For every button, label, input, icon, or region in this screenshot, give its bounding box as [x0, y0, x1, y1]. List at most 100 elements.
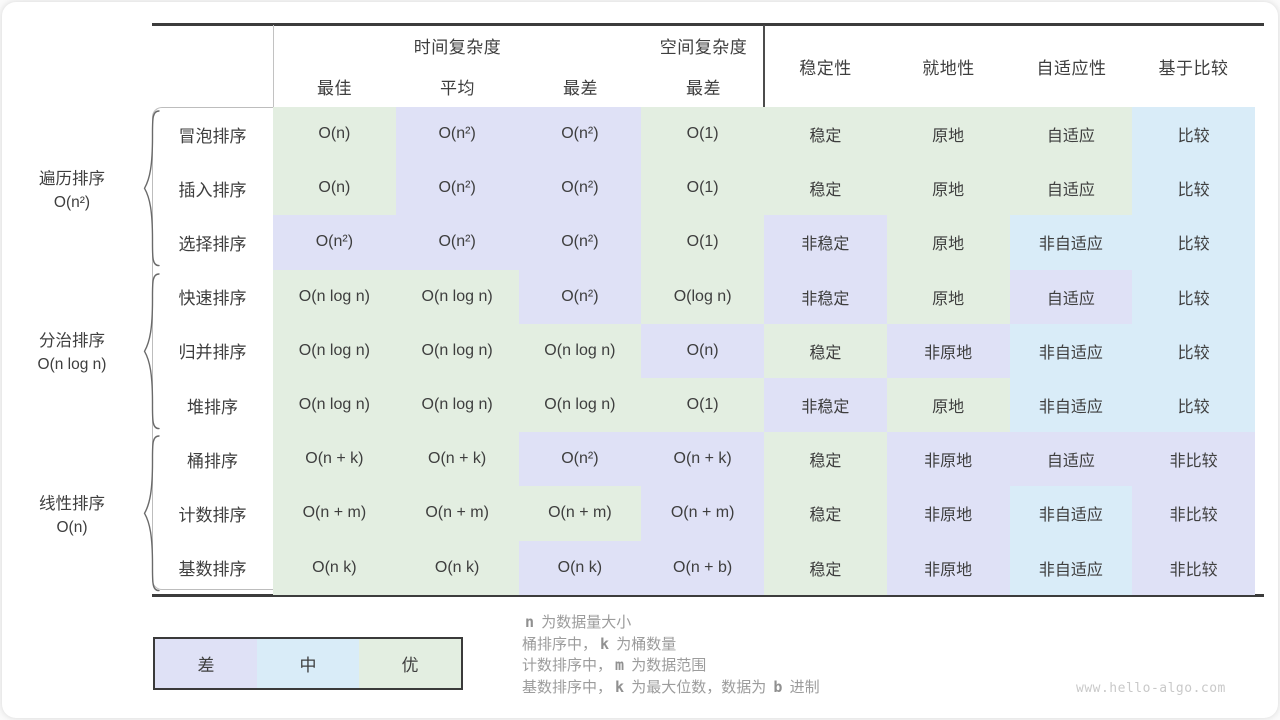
note-variable: k — [600, 634, 610, 653]
legend-item: 中 — [257, 639, 359, 688]
table-cell: O(n) — [273, 107, 396, 162]
table-cell: O(1) — [641, 378, 764, 433]
note-text: 为数据量大小 — [537, 614, 632, 631]
table-cell: 非原地 — [886, 486, 1010, 541]
note-text: 基数排序中， — [522, 678, 613, 696]
table-cell: O(n log n) — [273, 323, 396, 378]
table-cell: 自适应 — [1009, 269, 1133, 324]
header-stability: 稳定性 — [799, 58, 852, 78]
group-label-complexity: O(n²) — [53, 193, 91, 211]
group-label-title: 遍历排序 — [39, 169, 105, 188]
watermark: www.hello-algo.com — [1076, 681, 1226, 696]
table-cell: 非原地 — [886, 323, 1010, 378]
table-cell: O(n²) — [395, 215, 519, 270]
table-cell: O(n log n) — [273, 378, 396, 433]
row-label: 计数排序 — [178, 505, 247, 525]
table-row: 插入排序 O(n) O(n²) O(n²) O(1) 稳定 原地 自适应 比较 — [152, 161, 1255, 216]
note-line: 计数排序中， m 为数据范围 — [522, 655, 820, 677]
table-cell: 比较 — [1132, 378, 1255, 433]
table-cell: 自适应 — [1009, 107, 1133, 162]
row-label: 基数排序 — [178, 560, 247, 580]
table-cell: 比较 — [1132, 215, 1255, 270]
table-cell: O(1) — [641, 107, 764, 162]
table-cell: O(n + m) — [395, 486, 519, 541]
table-cell: O(n log n) — [518, 323, 642, 378]
legend-item: 差 — [155, 639, 257, 688]
table-cell: 原地 — [886, 161, 1010, 216]
note-text: 桶排序中， — [522, 635, 598, 653]
table-cell: 原地 — [886, 215, 1010, 270]
row-label: 桶排序 — [187, 451, 238, 471]
table-cell: O(n²) — [395, 161, 519, 216]
note-text: 为数据范围 — [627, 657, 707, 674]
table-cell: O(n²) — [518, 269, 642, 324]
table-cell: O(n log n) — [395, 269, 519, 324]
note-text: 为最大位数，数据为 — [627, 678, 771, 696]
table-top-rule — [152, 23, 1264, 26]
note-text: 为桶数量 — [612, 635, 677, 653]
group-divide-conquer-sort: 分治排序 O(n log n) — [2, 270, 142, 433]
table-cell: O(n²) — [518, 107, 642, 162]
table-cell: O(1) — [641, 215, 764, 270]
table-row: 选择排序 O(n²) O(n²) O(n²) O(1) 非稳定 原地 非自适应 比较 — [152, 215, 1255, 270]
table-cell: 稳定 — [764, 323, 887, 378]
table-cell: 稳定 — [764, 540, 887, 595]
table-cell: 非自适应 — [1009, 486, 1133, 541]
header-best: 最佳 — [317, 78, 352, 98]
table-cell: 非比较 — [1132, 432, 1255, 487]
table-cell: 稳定 — [764, 486, 887, 541]
table-cell: 原地 — [886, 107, 1010, 162]
note-text: 进制 — [785, 678, 820, 696]
note-variable: k — [615, 677, 625, 696]
table-cell: O(n k) — [395, 540, 519, 595]
group-linear-sort: 线性排序 O(n) — [2, 432, 142, 595]
table-cell: O(n + k) — [641, 432, 764, 487]
group-brace-icon — [143, 110, 160, 267]
row-label: 归并排序 — [178, 343, 247, 363]
table-cell: O(n) — [273, 161, 396, 216]
group-label-title: 线性排序 — [39, 494, 105, 513]
note-variable: b — [773, 677, 783, 696]
header-space-complexity: 空间复杂度 — [659, 37, 748, 57]
row-label: 快速排序 — [178, 289, 247, 309]
row-label: 插入排序 — [178, 180, 247, 200]
table-cell: 比较 — [1132, 269, 1255, 324]
table-cell: O(n²) — [518, 215, 642, 270]
row-label-column-outline — [152, 107, 274, 590]
group-label-complexity: O(n log n) — [37, 356, 107, 374]
table-cell: O(n + m) — [641, 486, 764, 541]
table-cell: 非原地 — [886, 432, 1010, 487]
table-cell: O(n + m) — [273, 486, 396, 541]
notes: n 为数据量大小 桶排序中， k 为桶数量 计数排序中， m 为数据范围 基数排序中， k … — [522, 612, 820, 698]
table-cell: O(n log n) — [395, 378, 519, 433]
table-row: 归并排序 O(n log n) O(n log n) O(n log n) O(n) 稳定… — [152, 323, 1255, 378]
table-cell: 非自适应 — [1009, 215, 1133, 270]
table-row: 冒泡排序 O(n) O(n²) O(n²) O(1) 稳定 原地 自适应 比较 — [152, 107, 1255, 162]
table-cell: 非自适应 — [1009, 378, 1133, 433]
table-cell: 稳定 — [764, 432, 887, 487]
table-cell: O(n) — [641, 323, 764, 378]
table-cell: O(n log n) — [273, 269, 396, 324]
table-cell: 非自适应 — [1009, 540, 1133, 595]
table-row: 桶排序 O(n + k) O(n + k) O(n²) O(n + k) 稳定 非原地 自适应… — [152, 432, 1255, 487]
table-cell: O(n log n) — [395, 323, 519, 378]
header-comparison-based: 基于比较 — [1158, 58, 1229, 78]
table-cell: O(n + m) — [518, 486, 642, 541]
note-variable: m — [615, 656, 625, 674]
table-cell: O(n + b) — [641, 540, 764, 595]
table-cell: 原地 — [886, 378, 1010, 433]
header-worst-space: 最差 — [686, 78, 721, 98]
group-label-title: 分治排序 — [39, 332, 105, 351]
table-cell: 非自适应 — [1009, 323, 1133, 378]
table-cell: 原地 — [886, 269, 1010, 324]
row-label: 选择排序 — [178, 234, 247, 254]
table-cell: O(n k) — [518, 540, 642, 595]
table-cell: 非稳定 — [764, 378, 887, 433]
table-cell: O(n + k) — [395, 432, 519, 487]
table-bottom-rule — [152, 594, 1264, 597]
note-variable: n — [525, 613, 535, 631]
table-cell: O(n + k) — [273, 432, 396, 487]
table-cell: 比较 — [1132, 323, 1255, 378]
